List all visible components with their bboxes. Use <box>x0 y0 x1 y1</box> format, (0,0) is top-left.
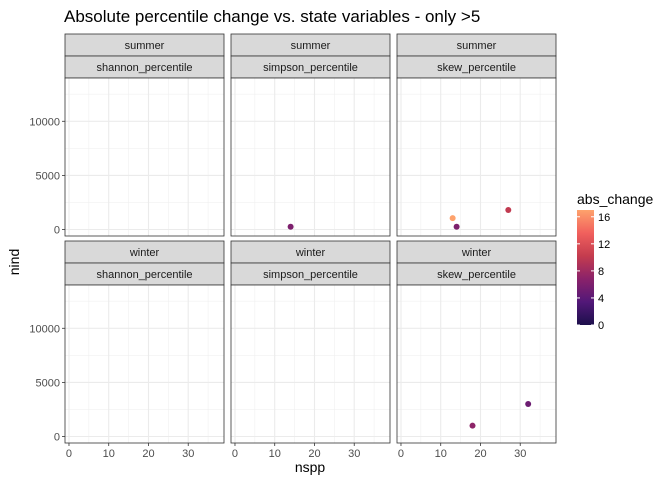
x-axis-title: nspp <box>295 459 326 475</box>
y-tick-label: 0 <box>54 432 60 444</box>
facet-panel-winter-simpson_percentile: winter simpson_percentile <box>230 240 391 444</box>
y-tick-label: 10000 <box>29 323 60 335</box>
panel-border <box>64 77 225 237</box>
strip-variable-label: skew_percentile <box>437 62 516 74</box>
strip-variable-label: skew_percentile <box>437 269 516 281</box>
plot-area <box>231 285 390 443</box>
legend-tick-label: 16 <box>598 212 610 224</box>
legend: abs_change 0 4 8 12 16 <box>577 191 654 332</box>
panel-border <box>396 284 557 444</box>
strip-season-label: summer <box>291 40 331 52</box>
facet-panel-summer-shannon_percentile: summer shannon_percentile <box>64 33 225 237</box>
facet-panels: summer shannon_percentile summer simpson_pe… <box>64 33 557 444</box>
y-tick-label: 0 <box>54 225 60 237</box>
plot-area <box>65 78 224 236</box>
y-axis-title: nind <box>6 249 22 275</box>
strip-variable-label: shannon_percentile <box>96 269 192 281</box>
data-point-3 <box>505 207 512 214</box>
panel-border <box>230 77 391 237</box>
data-point-5 <box>525 401 532 408</box>
x-tick-label: 10 <box>435 448 447 460</box>
facet-panel-winter-shannon_percentile: winter shannon_percentile <box>64 240 225 444</box>
x-tick-label: 20 <box>308 448 320 460</box>
plot-area <box>65 285 224 443</box>
legend-colorbar <box>577 210 594 325</box>
x-tick-label: 30 <box>514 448 526 460</box>
facet-panel-summer-skew_percentile: summer skew_percentile <box>396 33 557 237</box>
x-tick-label: 30 <box>348 448 360 460</box>
data-point-2 <box>453 223 460 230</box>
panel-border <box>230 284 391 444</box>
legend-tick-label: 8 <box>598 266 604 278</box>
strip-season-label: winter <box>129 247 160 259</box>
plot-area <box>231 78 390 236</box>
strip-variable-label: simpson_percentile <box>263 269 358 281</box>
strip-season-label: summer <box>125 40 165 52</box>
data-point-1 <box>449 215 456 222</box>
panel-border <box>396 77 557 237</box>
strip-variable-label: shannon_percentile <box>96 62 192 74</box>
y-tick-label: 10000 <box>29 116 60 128</box>
x-tick-label: 30 <box>182 448 194 460</box>
panel-border <box>64 284 225 444</box>
x-tick-label: 0 <box>398 448 404 460</box>
plot-area <box>397 78 556 236</box>
x-tick-label: 0 <box>66 448 72 460</box>
x-tick-label: 0 <box>232 448 238 460</box>
strip-variable-label: simpson_percentile <box>263 62 358 74</box>
x-tick-label: 20 <box>142 448 154 460</box>
strip-season-label: winter <box>295 247 326 259</box>
y-tick-label: 5000 <box>36 377 60 389</box>
chart-title: Absolute percentile change vs. state var… <box>64 7 480 26</box>
legend-tick-label: 12 <box>598 239 610 251</box>
legend-tick-label: 0 <box>598 320 604 332</box>
facet-panel-winter-skew_percentile: winter skew_percentile <box>396 240 557 444</box>
x-tick-label: 20 <box>474 448 486 460</box>
legend-tick-label: 4 <box>598 293 604 305</box>
strip-season-label: summer <box>457 40 497 52</box>
strip-season-label: winter <box>461 247 492 259</box>
data-point-4 <box>469 422 476 429</box>
facet-panel-summer-simpson_percentile: summer simpson_percentile <box>230 33 391 237</box>
legend-title: abs_change <box>577 191 654 207</box>
x-axes: 0 10 20 30 0 10 20 30 0 10 20 30 <box>66 443 526 460</box>
plot-area <box>397 285 556 443</box>
x-tick-label: 10 <box>269 448 281 460</box>
x-tick-label: 10 <box>103 448 115 460</box>
y-tick-label: 5000 <box>36 170 60 182</box>
y-axes: 0 5000 10000 0 5000 10000 <box>29 116 65 444</box>
data-point-0 <box>287 223 294 230</box>
